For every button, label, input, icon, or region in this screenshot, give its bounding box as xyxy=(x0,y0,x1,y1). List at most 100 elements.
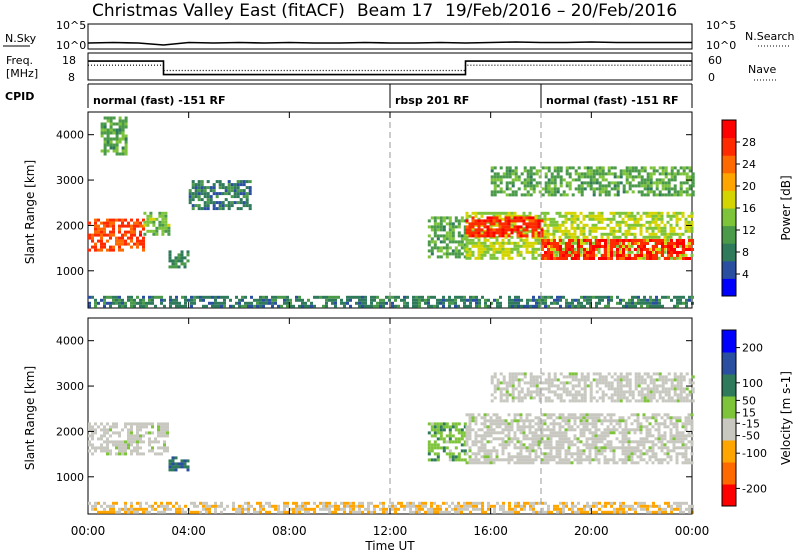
heatmap-cell xyxy=(600,413,604,417)
heatmap-cell xyxy=(215,195,219,199)
heatmap-cell xyxy=(454,425,458,429)
heatmap-cell xyxy=(106,248,109,252)
heatmap-cell xyxy=(483,422,487,426)
heatmap-cell xyxy=(679,242,682,245)
heatmap-cell xyxy=(583,396,587,400)
heatmap-cell xyxy=(540,461,544,465)
heatmap-cell xyxy=(625,375,629,379)
heatmap-cell xyxy=(657,434,661,438)
heatmap-cell xyxy=(564,428,568,432)
heatmap-cell xyxy=(577,304,580,308)
heatmap-cell xyxy=(580,387,584,391)
heatmap-cell xyxy=(525,247,529,251)
heatmap-cell xyxy=(598,372,602,376)
heatmap-cell xyxy=(149,211,153,215)
heatmap-cell xyxy=(469,298,472,302)
heatmap-cell xyxy=(226,504,229,508)
heatmap-cell xyxy=(534,250,538,254)
heatmap-cell xyxy=(180,259,184,263)
heatmap-cell xyxy=(534,416,538,420)
heatmap-cell xyxy=(468,455,472,459)
heatmap-cell xyxy=(687,416,691,420)
heatmap-cell xyxy=(489,458,493,462)
heatmap-cell xyxy=(622,298,625,302)
heatmap-cell xyxy=(163,298,166,302)
heatmap-cell xyxy=(646,242,649,245)
heatmap-cell xyxy=(652,257,655,260)
heatmap-cell xyxy=(136,431,139,435)
heatmap-cell xyxy=(310,301,313,305)
heatmap-cell xyxy=(486,238,490,242)
heatmap-cell xyxy=(463,440,467,444)
heatmap-cell xyxy=(492,458,496,462)
heatmap-cell xyxy=(558,229,562,233)
heatmap-cell xyxy=(562,384,566,388)
heatmap-cell xyxy=(175,301,178,305)
heatmap-cell xyxy=(594,428,598,432)
heatmap-cell xyxy=(508,304,511,308)
heatmap-cell xyxy=(457,437,461,441)
heatmap-cell xyxy=(471,219,475,223)
heatmap-cell xyxy=(649,295,652,299)
heatmap-cell xyxy=(343,301,346,305)
heatmap-cell xyxy=(690,214,694,218)
heatmap-cell xyxy=(525,437,529,441)
heatmap-cell xyxy=(358,507,361,511)
heatmap-cell xyxy=(568,390,572,394)
heatmap-cell xyxy=(543,446,547,450)
heatmap-cell xyxy=(661,399,665,403)
heatmap-cell xyxy=(585,440,589,444)
heatmap-cell xyxy=(592,510,595,514)
heatmap-cell xyxy=(183,265,187,269)
heatmap-cell xyxy=(676,378,680,382)
heatmap-cell xyxy=(621,452,625,456)
heatmap-cell xyxy=(660,434,664,438)
heatmap-cell xyxy=(568,248,571,251)
heatmap-cell xyxy=(522,232,526,236)
heatmap-cell xyxy=(603,446,607,450)
heatmap-cell xyxy=(486,458,490,462)
heatmap-cell xyxy=(556,298,559,302)
heatmap-cell xyxy=(504,211,508,215)
heatmap-cell xyxy=(394,295,397,299)
heatmap-cell xyxy=(628,184,632,188)
heatmap-cell xyxy=(556,393,560,397)
heatmap-cell xyxy=(499,390,503,394)
heatmap-cell xyxy=(507,455,511,459)
heatmap-cell xyxy=(328,298,331,302)
heatmap-cell xyxy=(325,298,328,302)
heatmap-cell xyxy=(382,510,385,514)
heatmap-cell xyxy=(619,393,623,397)
heatmap-cell xyxy=(520,504,523,508)
heatmap-cell xyxy=(508,193,512,197)
heatmap-cell xyxy=(514,504,517,508)
heatmap-cell xyxy=(328,504,331,508)
heatmap-cell xyxy=(612,446,616,450)
heatmap-cell xyxy=(507,228,511,232)
heatmap-cell xyxy=(511,193,515,197)
heatmap-cell xyxy=(679,393,683,397)
heatmap-cell xyxy=(118,119,122,123)
heatmap-cell xyxy=(670,193,674,197)
heatmap-cell xyxy=(589,387,593,391)
heatmap-cell xyxy=(663,458,667,462)
heatmap-cell xyxy=(589,384,593,388)
heatmap-cell xyxy=(660,446,664,450)
heatmap-cell xyxy=(212,186,216,190)
heatmap-cell xyxy=(166,422,169,426)
heatmap-cell xyxy=(415,304,418,308)
heatmap-cell xyxy=(212,192,216,196)
heatmap-cell xyxy=(259,507,262,511)
heatmap-cell xyxy=(547,387,551,391)
heatmap-cell xyxy=(445,425,449,429)
heatmap-cell xyxy=(663,437,667,441)
heatmap-cell xyxy=(684,461,688,465)
heatmap-cell xyxy=(433,219,437,223)
heatmap-cell xyxy=(670,504,673,508)
heatmap-cell xyxy=(610,510,613,514)
heatmap-cell xyxy=(676,172,680,176)
heatmap-cell xyxy=(474,437,478,441)
heatmap-cell xyxy=(592,172,596,176)
heatmap-cell xyxy=(655,372,659,376)
heatmap-cell xyxy=(637,384,641,388)
